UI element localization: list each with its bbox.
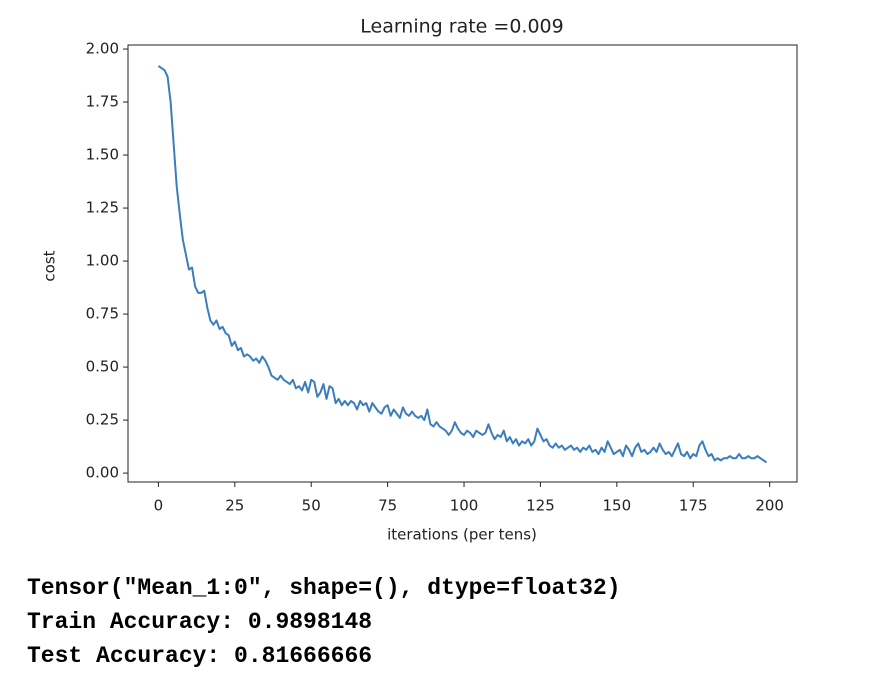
console-line: Train Accuracy: 0.9898148: [27, 609, 372, 635]
plot-frame: [127, 44, 798, 483]
y-tick-label: 0.50: [86, 358, 119, 376]
y-tick-label: 1.00: [86, 252, 119, 270]
x-tick-label: 50: [302, 497, 321, 515]
y-tick-label: 1.75: [86, 93, 119, 111]
x-tick-label: 75: [378, 497, 397, 515]
cost-line: [157, 65, 768, 464]
x-tick-label: 175: [679, 497, 708, 515]
x-tick-label: 0: [154, 497, 164, 515]
chart-title: Learning rate =0.009: [360, 16, 563, 38]
y-tick-label: 1.25: [86, 199, 119, 217]
x-tick-label: 125: [526, 497, 555, 515]
y-tick-label: 2.00: [86, 40, 119, 58]
x-tick-label: 100: [450, 497, 479, 515]
y-tick-label: 0.00: [86, 464, 119, 482]
y-tick-label: 0.75: [86, 305, 119, 323]
y-tick-label: 1.50: [86, 146, 119, 164]
x-tick-label: 25: [225, 497, 244, 515]
console-line: Tensor("Mean_1:0", shape=(), dtype=float…: [27, 575, 621, 601]
console-line: Test Accuracy: 0.81666666: [27, 643, 372, 669]
y-tick-label: 0.25: [86, 411, 119, 429]
y-axis-label: cost: [41, 250, 59, 281]
x-tick-label: 150: [603, 497, 632, 515]
x-tick-label: 200: [755, 497, 784, 515]
x-axis-label: iterations (per tens): [387, 526, 537, 544]
